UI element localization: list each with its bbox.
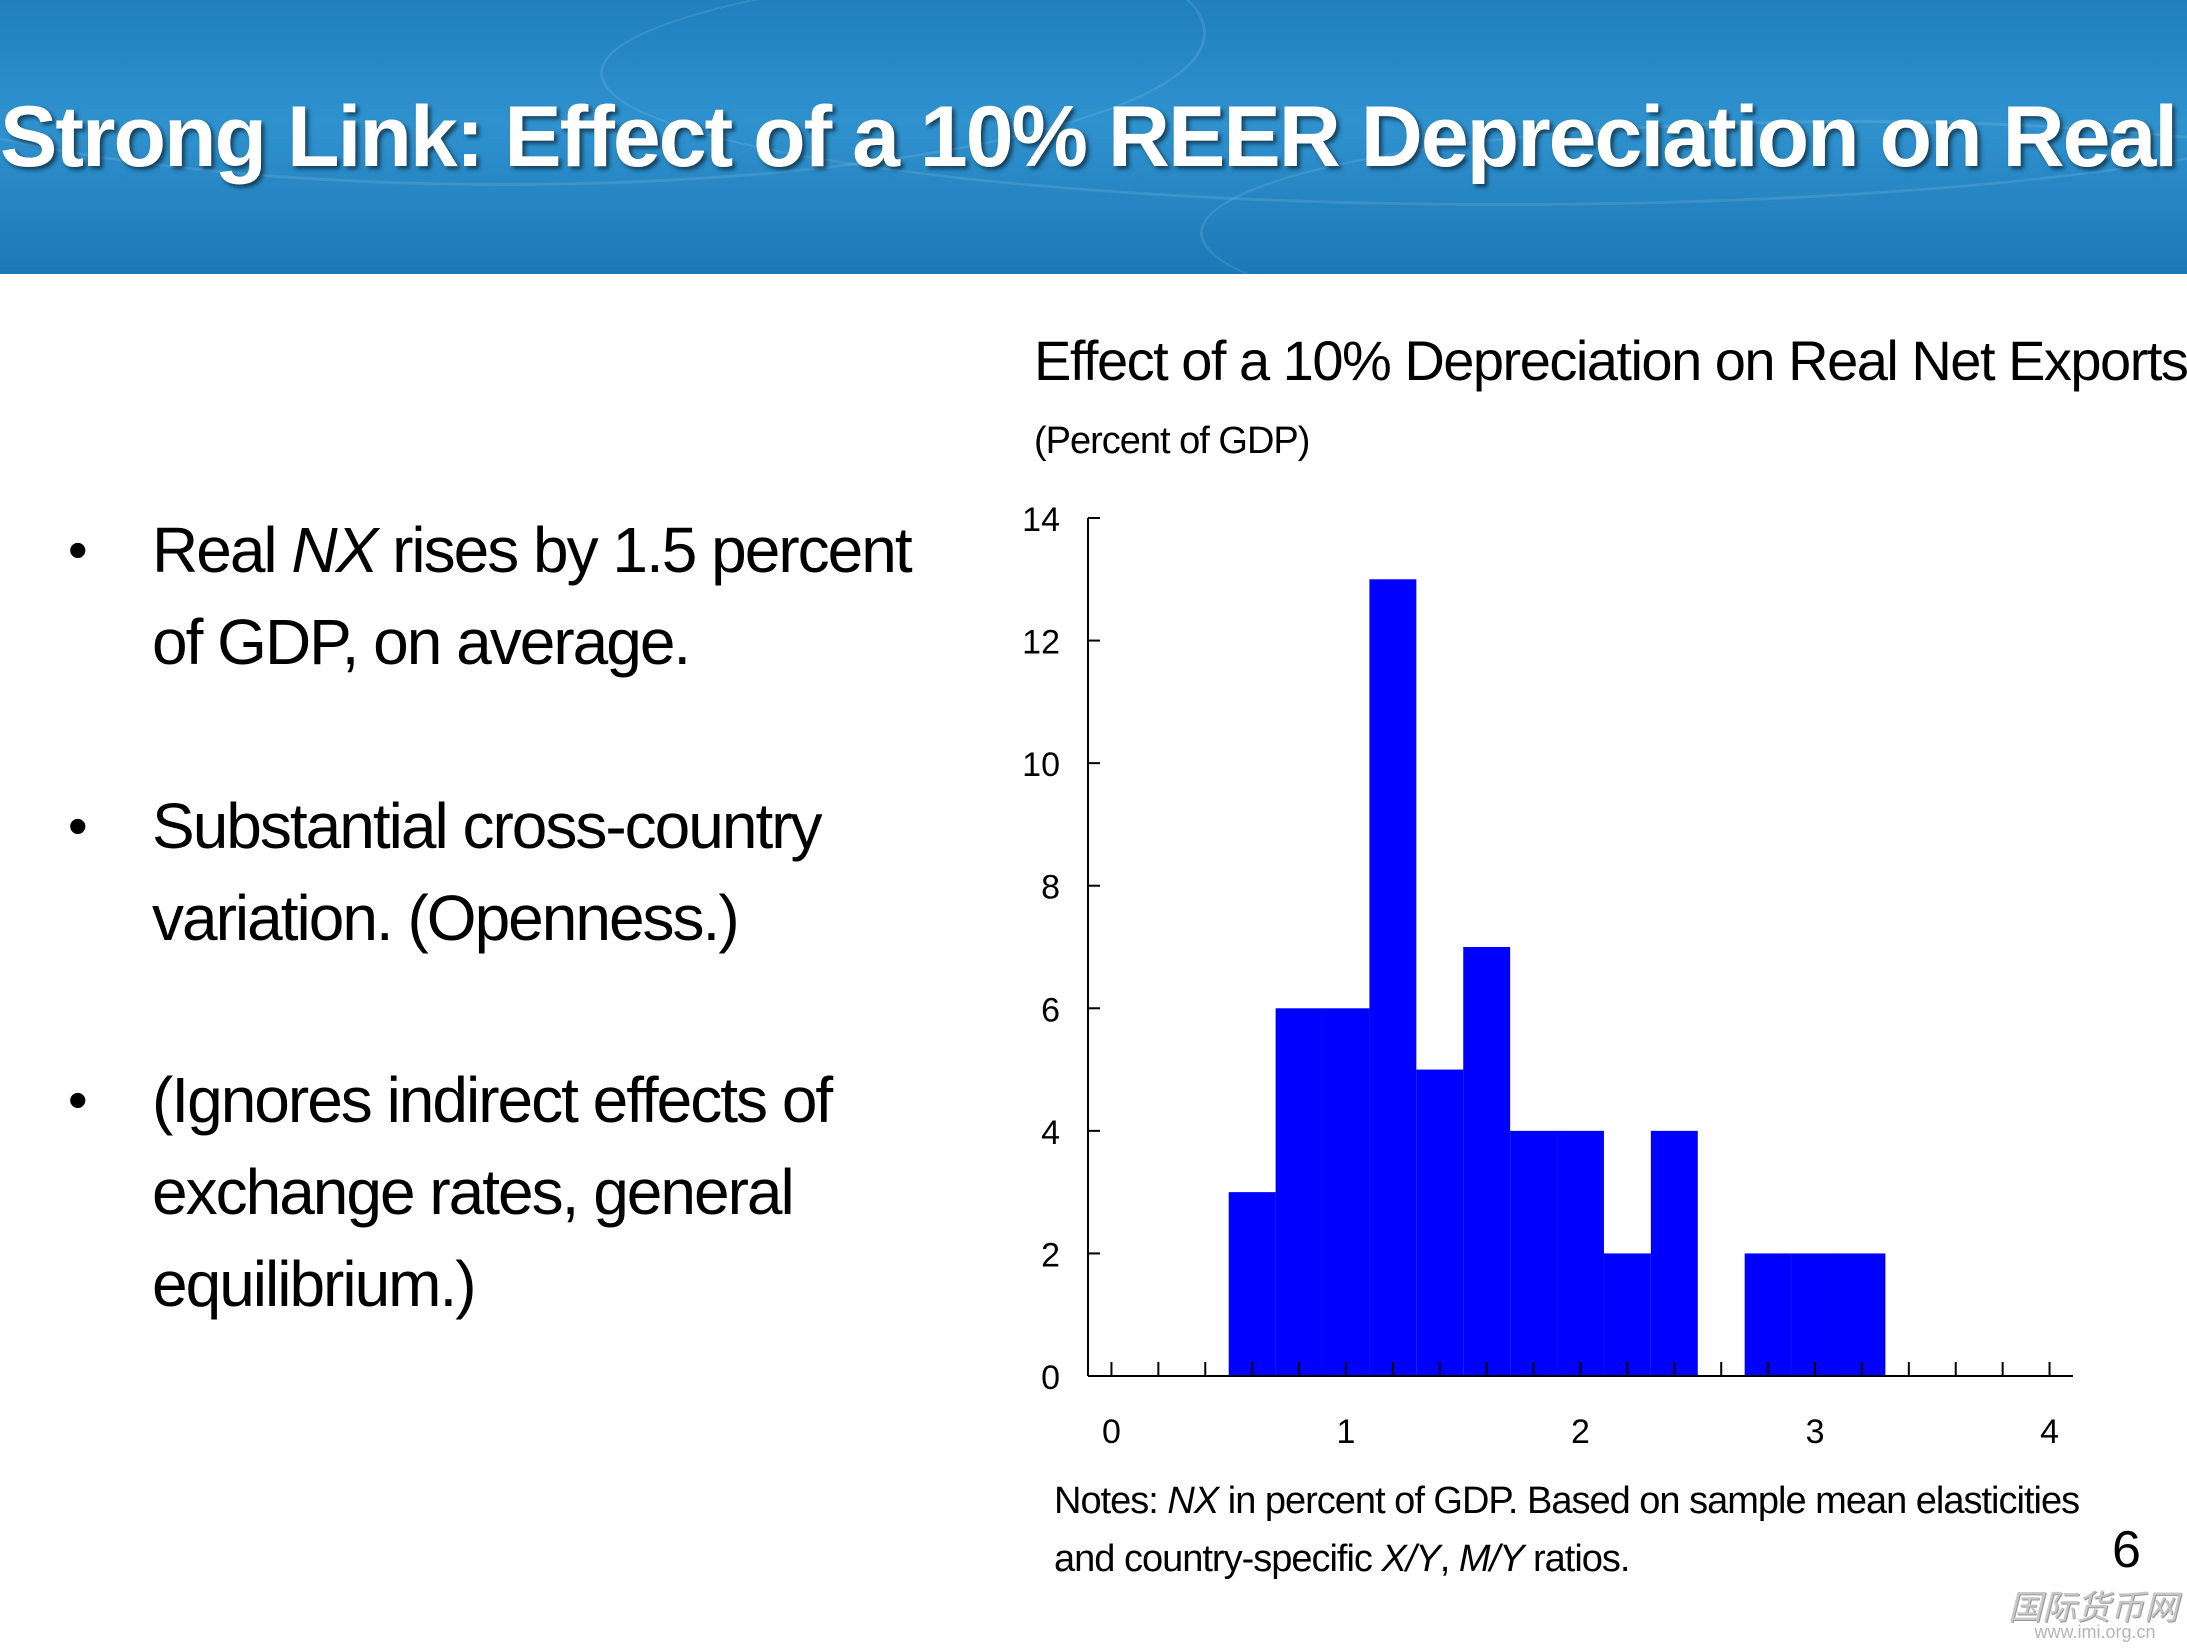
y-tick-label: 10 <box>1022 746 1060 784</box>
histogram-bar <box>1228 1192 1276 1376</box>
notes-text: Notes: <box>1054 1480 1168 1522</box>
notes-italic: M/Y <box>1458 1538 1525 1580</box>
title-banner: Strong Link: Effect of a 10% REER Deprec… <box>0 0 2187 274</box>
chart-notes-line-1: Notes: NX in percent of GDP. Based on sa… <box>1054 1480 2080 1523</box>
slide-title-text: Strong Link: Effect of a 10% REER Deprec… <box>0 89 2187 185</box>
bullet-symbol: • <box>68 518 88 581</box>
x-tick-label: 4 <box>2040 1413 2059 1451</box>
notes-text: in percent of GDP. Based on sample mean … <box>1218 1480 2080 1522</box>
x-tick-label: 2 <box>1571 1413 1590 1451</box>
bullet-symbol: • <box>68 794 88 857</box>
histogram-bar <box>1275 1008 1323 1376</box>
x-tick-label: 0 <box>1102 1413 1121 1451</box>
bullet-text: Substantial cross-country variation. (Op… <box>152 780 952 964</box>
y-tick-label: 14 <box>1022 501 1060 539</box>
histogram-bar <box>1416 1069 1464 1376</box>
histogram-bar <box>1322 1008 1370 1376</box>
notes-text: , <box>1439 1538 1459 1580</box>
chart-title: Effect of a 10% Depreciation on Real Net… <box>1034 329 2187 392</box>
y-tick-label: 12 <box>1022 624 1060 662</box>
histogram-bar <box>1838 1253 1886 1376</box>
histogram-bar <box>1650 1130 1698 1376</box>
x-tick-label: 1 <box>1337 1413 1356 1451</box>
histogram-bar <box>1791 1253 1839 1376</box>
y-tick-label: 8 <box>1041 869 1060 907</box>
y-tick-label: 4 <box>1041 1114 1060 1152</box>
bullet-text-italic: NX <box>291 514 378 586</box>
notes-text: ratios. <box>1523 1538 1631 1580</box>
y-tick-label: 2 <box>1041 1236 1060 1274</box>
y-tick-label: 0 <box>1041 1359 1060 1397</box>
bullet-text: (Ignores indirect effects of exchange ra… <box>152 1054 833 1330</box>
histogram-bar <box>1510 1130 1558 1376</box>
chart-subtitle: (Percent of GDP) <box>1034 420 1310 462</box>
watermark-url: www.imi.org.cn <box>2034 1622 2156 1642</box>
histogram-bar <box>1463 947 1511 1376</box>
bullet-text-part: (Ignores indirect effects of exchange ra… <box>152 1064 833 1320</box>
histogram-bar <box>1744 1253 1792 1376</box>
slide-title: Strong Link: Effect of a 10% REER Deprec… <box>0 88 2187 187</box>
histogram-bar <box>1557 1130 1604 1376</box>
bullet-text-part: rises by 1.5 percent of GDP, on average. <box>152 514 913 678</box>
histogram-bar <box>1369 579 1417 1376</box>
notes-italic: X/Y <box>1381 1538 1441 1580</box>
notes-italic: NX <box>1167 1480 1219 1522</box>
bullet-text: Real NX rises by 1.5 percent of GDP, on … <box>152 504 952 688</box>
y-tick-label: 6 <box>1041 991 1060 1029</box>
x-tick-label: 3 <box>1806 1413 1825 1451</box>
page-number: 6 <box>2112 1521 2141 1579</box>
chart-notes-line-2: and country-specific X/Y, M/Y ratios. <box>1054 1538 1631 1581</box>
notes-text: and country-specific <box>1054 1538 1382 1580</box>
bullet-text-part: Substantial cross-country variation. (Op… <box>152 790 823 954</box>
histogram-bar <box>1603 1253 1651 1376</box>
bullet-symbol: • <box>68 1068 88 1131</box>
bullet-text-part: Real <box>152 514 292 586</box>
watermark-logo: 国际货币网 <box>2008 1588 2178 1628</box>
